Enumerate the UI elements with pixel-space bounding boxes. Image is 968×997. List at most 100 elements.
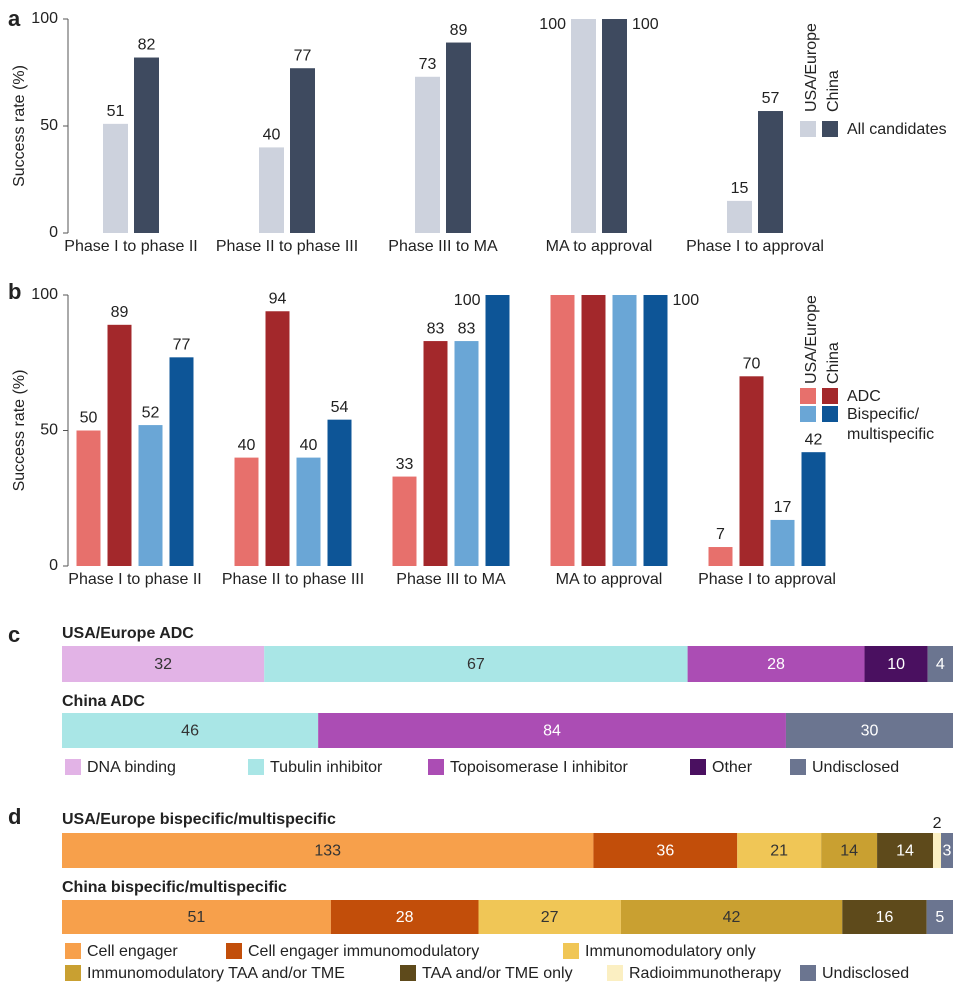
bar (485, 295, 510, 566)
bar (454, 341, 479, 566)
bar-segment (926, 900, 953, 934)
legend-swatch (800, 406, 816, 422)
bar (169, 357, 194, 566)
y-tick-label: 50 (40, 422, 58, 439)
value-label: 50 (80, 410, 98, 427)
bar (643, 295, 668, 566)
legend-header: China (825, 70, 842, 112)
value-label: 89 (111, 304, 129, 321)
bar-segment (821, 833, 878, 868)
value-label: 28 (767, 656, 785, 673)
value-label: 67 (467, 656, 485, 673)
bar (103, 123, 128, 233)
legend-label: DNA binding (87, 759, 176, 776)
value-label: 133 (314, 843, 341, 860)
value-label: 42 (723, 909, 741, 926)
legend-label: ADC (847, 388, 881, 405)
legend-swatch (248, 759, 264, 775)
x-tick-label: Phase I to phase II (68, 571, 201, 588)
bar (739, 376, 764, 566)
legend-label: TAA and/or TME only (422, 965, 573, 982)
legend-swatch (800, 121, 816, 137)
bar-segment (593, 833, 738, 868)
legend-swatch (822, 121, 838, 137)
bar-segment (877, 833, 934, 868)
panel-letter: a (8, 6, 21, 31)
legend-swatch (790, 759, 806, 775)
value-label: 94 (269, 290, 287, 307)
legend-label: Radioimmunotherapy (629, 965, 781, 982)
bar (758, 111, 783, 233)
x-tick-label: MA to approval (546, 238, 653, 255)
bar (446, 42, 471, 233)
panel-letter: d (8, 804, 21, 829)
value-label: 30 (861, 723, 879, 740)
x-tick-label: Phase III to MA (396, 571, 506, 588)
bar-title: USA/Europe bispecific/multispecific (62, 811, 336, 828)
bar-title: China bispecific/multispecific (62, 879, 287, 896)
bar (265, 311, 290, 566)
value-label: 89 (450, 22, 468, 39)
bar-segment (785, 713, 953, 748)
value-label: 5 (935, 909, 944, 926)
value-label: 77 (294, 47, 312, 64)
value-label: 83 (427, 320, 445, 337)
legend-label: Undisclosed (812, 759, 899, 776)
value-label: 28 (396, 909, 414, 926)
bar-segment (864, 646, 928, 682)
legend-swatch (400, 965, 416, 981)
legend-swatch (607, 965, 623, 981)
legend-swatch (800, 388, 816, 404)
value-label: 51 (188, 909, 206, 926)
y-tick-label: 0 (49, 224, 58, 241)
bar (134, 57, 159, 233)
panel-letter: b (8, 279, 21, 304)
bar-segment (62, 646, 265, 682)
y-tick-label: 0 (49, 557, 58, 574)
value-label: 40 (300, 437, 318, 454)
x-tick-label: Phase III to MA (388, 238, 498, 255)
bar-segment (330, 900, 479, 934)
y-axis-label: Success rate (%) (11, 65, 28, 187)
legend-swatch (563, 943, 579, 959)
value-label: 21 (770, 843, 788, 860)
bar-segment (62, 900, 331, 934)
value-label: 16 (876, 909, 894, 926)
value-label: 33 (396, 456, 414, 473)
value-label: 82 (138, 37, 156, 54)
legend-header: USA/Europe (803, 23, 820, 112)
bar (290, 68, 315, 233)
legend-label: Topoisomerase I inhibitor (450, 759, 629, 776)
value-label: 100 (539, 16, 566, 33)
legend-header: USA/Europe (803, 295, 820, 384)
value-label: 2 (933, 815, 942, 832)
legend-label: Undisclosed (822, 965, 909, 982)
bar (234, 457, 259, 566)
value-label: 77 (173, 337, 191, 354)
value-label: 40 (238, 437, 256, 454)
bar-segment (62, 833, 594, 868)
bar (770, 519, 795, 566)
value-label: 70 (743, 356, 761, 373)
bar-segment (478, 900, 621, 934)
value-label: 84 (543, 723, 561, 740)
bar (107, 324, 132, 566)
value-label: 40 (263, 127, 281, 144)
bar (138, 425, 163, 566)
legend-label: Cell engager (87, 943, 178, 960)
value-label: 42 (805, 431, 823, 448)
value-label: 27 (541, 909, 559, 926)
legend-header: China (825, 342, 842, 384)
bar-segment (941, 833, 953, 868)
value-label: 7 (716, 526, 725, 543)
legend-swatch (65, 943, 81, 959)
bar-title: USA/Europe ADC (62, 625, 194, 642)
bar (415, 76, 440, 233)
x-tick-label: Phase I to approval (686, 238, 824, 255)
legend-label: All candidates (847, 121, 947, 138)
y-tick-label: 100 (31, 286, 58, 303)
value-label: 32 (154, 656, 172, 673)
bar (259, 147, 284, 233)
